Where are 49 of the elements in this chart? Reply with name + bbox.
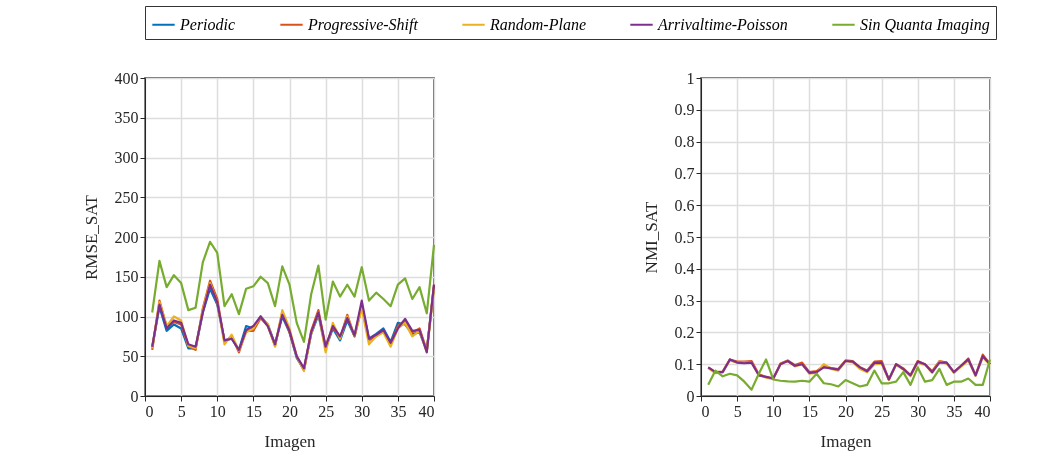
line-series bbox=[151, 240, 436, 344]
legend-label: Periodic bbox=[179, 15, 236, 33]
y-tick-label: 0.3 bbox=[674, 292, 695, 310]
x-tick-label: 25 bbox=[874, 402, 891, 420]
x-tick-label: 35 bbox=[390, 402, 407, 420]
y-tick-label: 1 bbox=[686, 69, 695, 87]
x-tick-label: 40 bbox=[974, 402, 991, 420]
y-tick-label: 200 bbox=[114, 228, 139, 246]
y-tick-label: 0.9 bbox=[674, 101, 695, 119]
y-tick-label: 250 bbox=[114, 188, 139, 206]
x-tick-label: 30 bbox=[910, 402, 927, 420]
y-tick-label: 350 bbox=[114, 109, 139, 127]
x-tick-label: 30 bbox=[354, 402, 371, 420]
legend-label: Sin Quanta Imaging bbox=[860, 15, 990, 34]
x-axis-title: Imagen bbox=[820, 431, 872, 451]
y-tick-label: 0.4 bbox=[674, 260, 695, 278]
x-tick-label: 5 bbox=[733, 402, 742, 420]
y-tick-label: 0.8 bbox=[674, 133, 695, 151]
y-tick-label: 0.2 bbox=[674, 323, 695, 341]
legend-label: Arrivaltime-Poisson bbox=[657, 15, 788, 33]
x-tick-label: 25 bbox=[318, 402, 335, 420]
y-tick-label: 100 bbox=[114, 308, 139, 325]
y-tick-label: 50 bbox=[122, 347, 139, 365]
y-tick-label: 0.1 bbox=[674, 355, 695, 373]
x-tick-label: 35 bbox=[946, 402, 963, 420]
x-tick-label: 15 bbox=[801, 402, 818, 420]
line-series bbox=[707, 358, 992, 391]
x-tick-label: 20 bbox=[282, 402, 298, 420]
y-tick-label: 400 bbox=[114, 69, 139, 87]
x-tick-label: 0 bbox=[701, 402, 710, 420]
y-tick-label: 0 bbox=[686, 387, 695, 405]
y-tick-label: 0.6 bbox=[674, 196, 695, 214]
y-tick-label: 0.7 bbox=[674, 164, 695, 182]
y-axis-title: NMI_SAT bbox=[641, 201, 661, 274]
y-axis-title: RMSE_SAT bbox=[81, 194, 101, 281]
legend-label: Progressive-Shift bbox=[307, 15, 419, 34]
legend-label: Random-Plane bbox=[489, 15, 586, 33]
x-tick-label: 10 bbox=[209, 402, 226, 420]
y-tick-label: 150 bbox=[114, 268, 139, 286]
x-tick-label: 40 bbox=[418, 402, 435, 420]
x-tick-label: 10 bbox=[765, 402, 782, 420]
y-tick-label: 0.5 bbox=[674, 228, 695, 246]
y-tick-label: 0 bbox=[130, 387, 139, 405]
x-tick-label: 15 bbox=[245, 402, 262, 420]
x-tick-label: 5 bbox=[177, 402, 186, 420]
x-tick-label: 20 bbox=[838, 402, 854, 420]
x-tick-label: 0 bbox=[145, 402, 154, 420]
y-tick-label: 300 bbox=[114, 149, 139, 166]
x-axis-title: Imagen bbox=[264, 431, 316, 451]
